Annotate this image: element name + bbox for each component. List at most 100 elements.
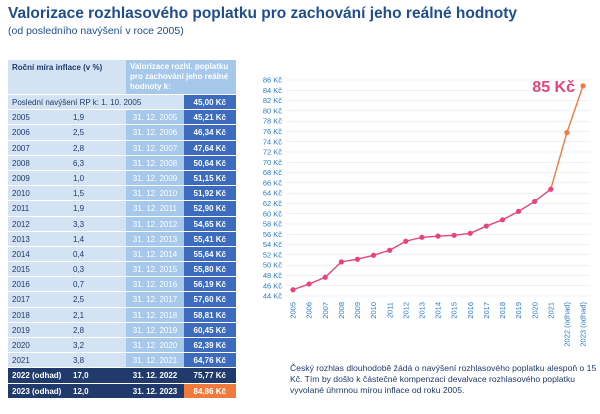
row-year: 2008 [8,155,69,170]
row-value: 54,65 Kč [184,216,236,231]
data-point [483,223,489,229]
row-inflation: 17,0 [69,368,126,383]
row-inflation: 2,8 [69,140,126,155]
row-inflation: 1,9 [69,110,126,125]
row-date: 31. 12. 2008 [126,155,184,170]
row-year: 2021 [8,353,69,368]
x-tick-label: 2006 [305,302,314,319]
y-tick-label: 70 Kč [263,158,282,167]
row-value: 55,64 Kč [184,246,236,262]
x-tick-label: 2018 [498,302,507,319]
table-row: 2006 2,5 31. 12. 2006 46,34 Kč [8,124,236,140]
table-row: 2016 0,7 31. 12. 2016 56,19 Kč [8,276,236,292]
row-date: 31. 12. 2006 [126,125,184,140]
table-row: 2017 2,5 31. 12. 2017 57,60 Kč [8,291,236,307]
row-inflation: 3,3 [69,216,126,231]
row-year: 2011 [8,201,69,216]
table-row: 2019 2,8 31. 12. 2019 60,45 Kč [8,321,236,337]
row-date: 31. 12. 2013 [126,231,184,246]
row-value: 55,80 Kč [184,262,236,277]
footnote: Český rozhlas dlouhodobě žádá o navýšení… [290,363,597,395]
data-point [467,230,473,236]
row-date: 31. 12. 2021 [126,353,184,368]
y-tick-label: 56 Kč [263,230,282,239]
row-inflation: 1,0 [69,170,126,186]
row-inflation: 0,7 [69,277,126,292]
row-year: 2005 [8,110,69,125]
data-point [306,281,312,287]
data-point [451,232,457,238]
y-tick-label: 46 Kč [263,281,282,290]
data-point [403,238,409,244]
x-tick-label: 2019 [514,302,523,319]
y-tick-label: 72 Kč [263,148,282,157]
y-tick-label: 66 Kč [263,178,282,187]
table-row: 2005 1,9 31. 12. 2005 45,21 Kč [8,109,236,125]
table-row: 2020 3,2 31. 12. 2020 62,39 Kč [8,337,236,353]
row-value: 45,21 Kč [184,110,236,125]
row-date: 31. 12. 2009 [126,170,184,186]
y-tick-label: 58 Kč [263,220,282,229]
row-date: 31. 12. 2019 [126,322,184,337]
table-row: 2008 6,3 31. 12. 2008 50,64 Kč [8,154,236,170]
data-point [322,274,328,280]
row-year: 2006 [8,125,69,140]
base-value: 45,00 Kč [184,95,236,110]
y-tick-label: 76 Kč [263,127,282,136]
row-inflation: 1,9 [69,201,126,216]
row-inflation: 2,1 [69,307,126,322]
row-value: 75,77 Kč [184,368,236,383]
row-year: 2019 [8,322,69,337]
table-row-base: Poslední navýšení RP k: 1. 10. 2005 45,0… [8,94,236,110]
row-date: 31. 12. 2010 [126,186,184,201]
row-year: 2022 (odhad) [8,368,69,383]
table-row: 2009 1,0 31. 12. 2009 51,15 Kč [8,169,236,186]
x-tick-label: 2014 [434,302,443,319]
row-value: 55,41 Kč [184,231,236,246]
row-inflation: 12,0 [69,383,126,398]
row-value: 57,60 Kč [184,292,236,307]
y-tick-label: 78 Kč [263,117,282,126]
row-year: 2012 [8,216,69,231]
page-subtitle: (od posledního navýšení v roce 2005) [8,25,184,37]
table-row: 2011 1,9 31. 12. 2011 52,90 Kč [8,200,236,216]
x-tick-label: 2023 (odhad) [579,302,588,347]
y-tick-label: 80 Kč [263,106,282,115]
row-inflation: 6,3 [69,155,126,170]
x-tick-label: 2020 [530,302,539,319]
row-date: 31. 12. 2014 [126,246,184,262]
y-tick-label: 52 Kč [263,250,282,259]
x-tick-label: 2005 [289,302,298,319]
row-value: 60,45 Kč [184,322,236,337]
row-inflation: 2,8 [69,322,126,337]
row-inflation: 2,5 [69,292,126,307]
table-header: Roční míra inflace (v %) Valorizace rozh… [8,60,236,94]
row-year: 2017 [8,292,69,307]
row-year: 2014 [8,246,69,262]
x-tick-label: 2022 (odhad) [562,302,571,347]
row-date: 31. 12. 2012 [126,216,184,231]
data-point [564,130,570,136]
table-row: 2015 0,3 31. 12. 2015 55,80 Kč [8,261,236,277]
y-tick-label: 68 Kč [263,168,282,177]
y-tick-label: 54 Kč [263,240,282,249]
table-row: 2013 1,4 31. 12. 2013 55,41 Kč [8,230,236,246]
x-tick-label: 2013 [417,302,426,319]
row-value: 52,90 Kč [184,201,236,216]
row-year: 2018 [8,307,69,322]
x-tick-label: 2012 [401,302,410,319]
data-point [580,83,586,89]
row-inflation: 3,2 [69,338,126,353]
y-tick-label: 44 Kč [263,292,282,301]
row-date: 31. 12. 2011 [126,201,184,216]
valorization-table: Roční míra inflace (v %) Valorizace rozh… [8,60,236,398]
row-value: 51,92 Kč [184,186,236,201]
table-row: 2010 1,5 31. 12. 2010 51,92 Kč [8,185,236,201]
data-point [548,186,554,192]
row-date: 31. 12. 2023 [126,383,184,398]
data-point [387,247,393,253]
row-date: 31. 12. 2017 [126,292,184,307]
y-tick-label: 60 Kč [263,209,282,218]
row-value: 51,15 Kč [184,170,236,186]
